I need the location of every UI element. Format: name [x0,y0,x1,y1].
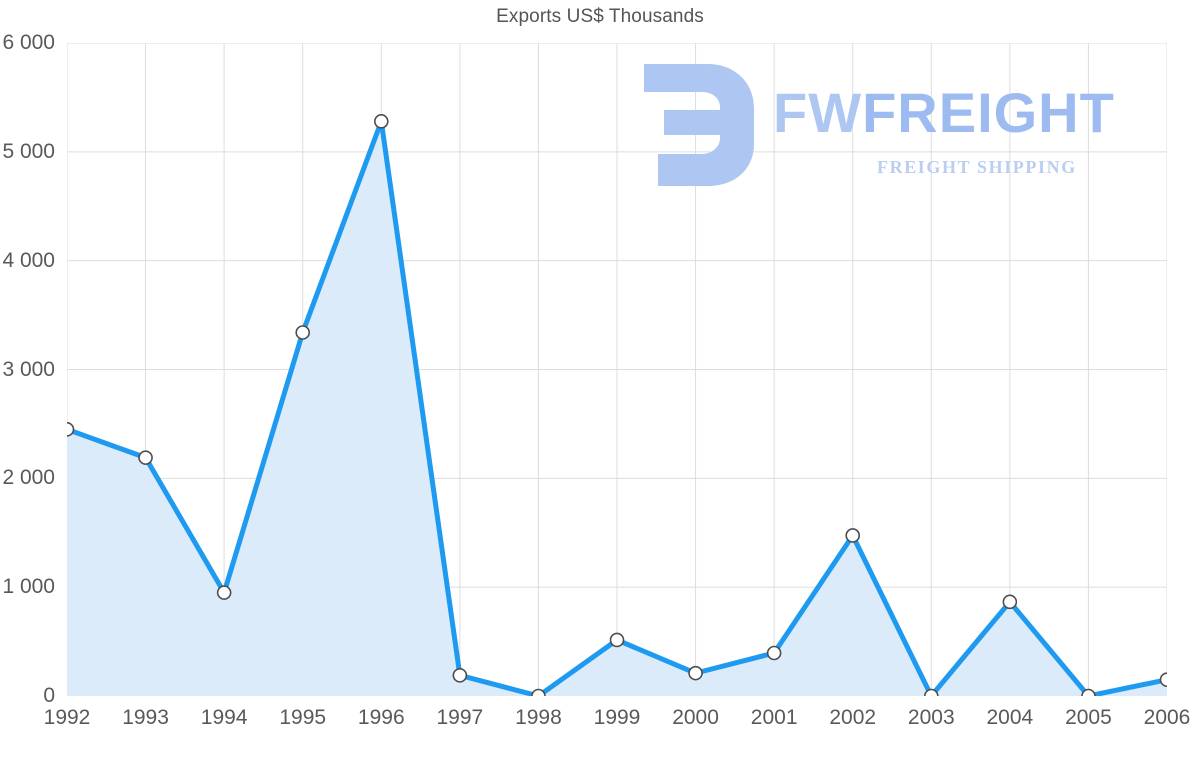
x-axis-tick-label: 1998 [515,706,562,729]
y-axis-tick-label: 0 [43,684,55,707]
x-axis-tick-label: 1993 [122,706,169,729]
y-axis-tick-label: 4 000 [2,248,55,272]
x-axis-tick-label: 1999 [593,706,641,729]
y-axis-tick-label: 1 000 [2,575,55,599]
x-axis-tick-label: 2000 [672,706,719,729]
y-axis-tick-label: 6 000 [2,31,55,54]
y-axis-tick-label: 2 000 [2,466,55,490]
line-chart-svg [67,43,1167,696]
chart-title: Exports US$ Thousands [496,6,704,27]
gridlines [67,43,1167,696]
x-axis-tick-label: 2006 [1143,706,1191,729]
x-axis-tick-label: 1997 [436,706,484,729]
x-axis-tick-label: 2001 [750,706,798,729]
y-axis-tick-label: 5 000 [2,139,55,163]
data-point-markers [67,115,1167,696]
y-axis-tick-label: 3 000 [2,357,55,381]
x-axis-tick-label: 2002 [829,706,877,729]
x-axis-tick-label: 1995 [279,706,327,729]
plot-area [67,43,1167,696]
x-axis-tick-label: 1996 [357,706,405,729]
x-axis-tick-label: 2003 [907,706,955,729]
x-axis-tick-label: 2004 [986,706,1034,729]
x-axis-tick-label: 1992 [43,706,91,729]
x-axis-tick-label: 2005 [1065,706,1112,729]
area-fill [67,121,1167,696]
x-axis-tick-label: 1994 [200,706,248,729]
